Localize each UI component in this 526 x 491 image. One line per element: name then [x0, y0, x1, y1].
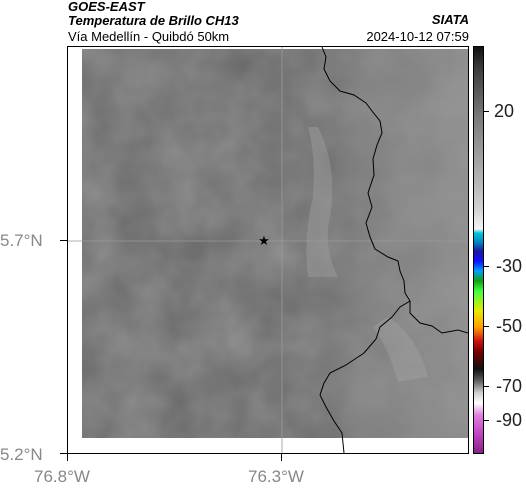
cbar-label-20: 20	[494, 101, 515, 121]
satellite-name: GOES-EAST	[68, 0, 145, 14]
cbar-label-m50: -50	[496, 316, 523, 336]
department-border-south	[319, 300, 411, 453]
department-border	[321, 47, 468, 334]
map-canvas[interactable]: ★	[68, 47, 468, 453]
location-star-icon: ★	[258, 234, 270, 249]
lat-label-upper: 5.7°N	[0, 231, 43, 250]
cbar-tick-m30	[484, 266, 489, 267]
lat-label-lower: 5.2°N	[0, 445, 43, 464]
lon-tick-east	[281, 454, 282, 461]
satellite-map[interactable]: ★	[67, 46, 469, 454]
cbar-label-m90: -90	[496, 410, 523, 430]
lon-tick-west	[67, 454, 68, 461]
cbar-tick-m90	[484, 420, 489, 421]
lon-label-west: 76.8°W	[34, 467, 90, 486]
timestamp: 2024-10-12 07:59	[366, 29, 469, 44]
cbar-label-m30: -30	[496, 256, 523, 276]
cbar-label-m70: -70	[496, 376, 523, 396]
cbar-tick-m70	[484, 386, 489, 387]
region-label: Vía Medellín - Quibdó 50km	[68, 29, 230, 44]
cbar-tick-20	[484, 111, 489, 112]
lat-tick-upper	[60, 240, 67, 241]
source-label: SIATA	[431, 12, 469, 27]
lat-tick-lower	[60, 453, 67, 454]
cbar-tick-m50	[484, 326, 489, 327]
colorbar	[473, 46, 484, 454]
brightness-temperature-field	[82, 49, 468, 438]
product-title: Temperatura de Brillo CH13	[68, 13, 239, 28]
lon-label-east: 76.3°W	[248, 467, 304, 486]
